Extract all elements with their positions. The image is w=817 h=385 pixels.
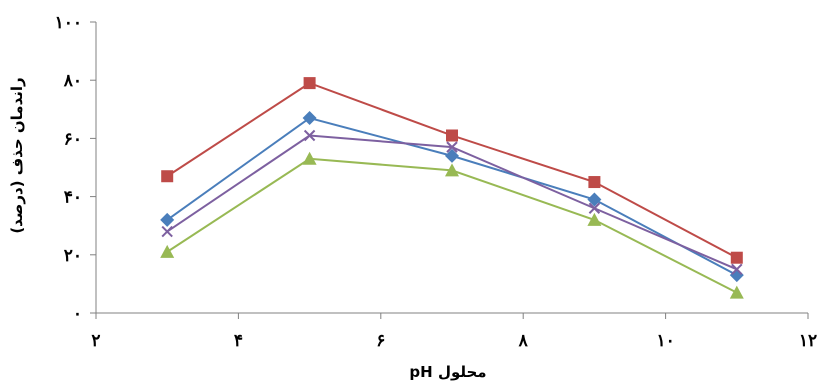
x-axis-title: pH محلول <box>409 363 486 381</box>
data-point-square <box>730 251 743 264</box>
data-point-square <box>446 129 458 142</box>
data-point-diamond <box>302 111 317 126</box>
data-point-diamond <box>445 148 459 163</box>
data-point-triangle <box>729 285 744 299</box>
series-4 <box>161 129 743 276</box>
data-point-x <box>588 202 601 214</box>
data-point-x <box>446 141 458 153</box>
x-ticks: ۲ ۴ ۶ ۸ ۱۰ ۱۲ <box>91 313 817 351</box>
data-point-x <box>161 225 173 238</box>
series-2 <box>161 77 743 264</box>
axes <box>95 22 808 314</box>
data-point-square <box>588 176 601 189</box>
x-tick-label: ۱۲ <box>799 331 817 351</box>
x-tick-label: ۶ <box>376 331 385 351</box>
x-tick-label: ۸ <box>518 331 529 351</box>
data-point-triangle <box>160 244 175 258</box>
series-1 <box>160 111 744 283</box>
x-tick-label: ۴ <box>234 331 243 351</box>
x-tick-label: ۲ <box>91 331 100 351</box>
y-tick-label: ۲۰ <box>64 246 82 266</box>
y-tick-label: ۰ <box>73 304 82 324</box>
y-ticks: ۰ ۲۰ ۴۰ ۶۰ ۸۰ ۱۰۰ <box>55 13 96 324</box>
data-point-triangle <box>302 151 317 165</box>
y-tick-label: ۶۰ <box>64 129 82 149</box>
series-3 <box>160 151 744 299</box>
y-axis-title: راندمان حذف (درصد) <box>8 77 26 233</box>
y-tick-label: ۱۰۰ <box>55 13 82 33</box>
data-point-diamond <box>160 212 175 227</box>
data-point-triangle <box>587 212 602 226</box>
y-tick-label: ۴۰ <box>64 188 82 208</box>
series-line <box>166 157 738 294</box>
y-tick-label: ۸۰ <box>63 71 82 91</box>
data-point-x <box>303 129 316 142</box>
data-point-square <box>303 77 316 90</box>
x-tick-label: ۱۰ <box>656 331 674 351</box>
data-point-diamond <box>587 192 602 207</box>
data-point-square <box>161 170 174 183</box>
data-point-x <box>731 263 743 276</box>
data-point-triangle <box>445 163 459 177</box>
series-layer <box>160 77 744 299</box>
